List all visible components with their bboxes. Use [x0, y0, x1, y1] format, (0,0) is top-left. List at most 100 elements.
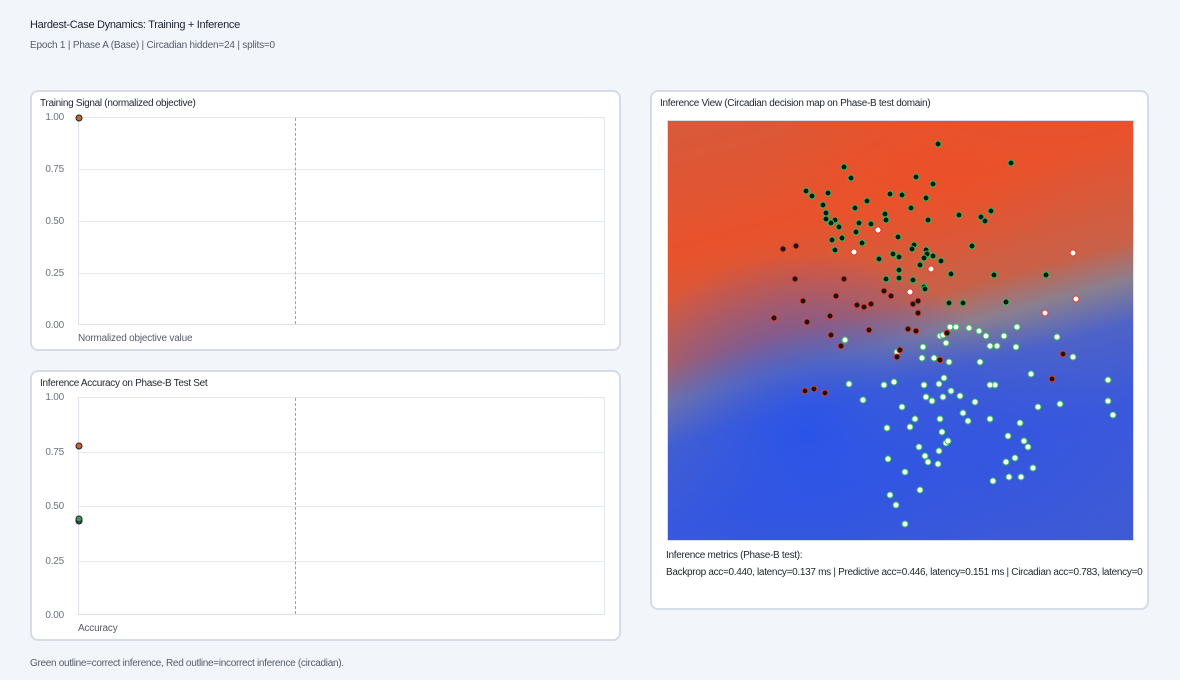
class1-correct-point [1002, 458, 1010, 466]
accuracy-plot-area [75, 397, 605, 615]
class1-correct-point [1000, 332, 1008, 340]
class0-incorrect-point [865, 326, 873, 334]
class0-correct-point [898, 191, 906, 199]
class0-correct-point [863, 197, 871, 205]
class0-correct-point [895, 253, 903, 261]
class0-incorrect-point [810, 385, 818, 393]
class1-correct-point [880, 381, 888, 389]
class0-correct-point [916, 261, 924, 269]
class0-correct-point [819, 201, 827, 209]
class1-correct-point [1027, 370, 1035, 378]
class0-correct-point [981, 217, 989, 225]
training-plot-area [75, 114, 605, 325]
class0-correct-point [867, 220, 875, 228]
class1-correct-point [965, 324, 973, 332]
ytick: 0.00 [45, 320, 64, 331]
class0-correct-point [937, 257, 945, 265]
class1-correct-point [964, 417, 972, 425]
class1-correct-point [976, 358, 984, 366]
class1-correct-point [1104, 376, 1112, 384]
class1-incorrect-point [1072, 295, 1080, 303]
class1-correct-point [1109, 411, 1117, 419]
circadian-objective-point [75, 114, 83, 122]
class1-correct-point [901, 520, 909, 528]
class1-correct-point [1053, 333, 1061, 341]
class1-correct-point [883, 424, 891, 432]
class0-correct-point [990, 271, 998, 279]
class0-correct-point [968, 242, 976, 250]
class1-correct-point [901, 468, 909, 476]
class0-correct-point [1042, 271, 1050, 279]
class0-correct-point [955, 211, 963, 219]
class0-correct-point [895, 274, 903, 282]
class0-correct-point [838, 234, 846, 242]
legend-note: Green outline=correct inference, Red out… [30, 658, 344, 669]
class0-incorrect-point [936, 356, 944, 364]
class1-correct-point [919, 343, 927, 351]
class0-correct-point [824, 189, 832, 197]
class0-incorrect-point [792, 242, 800, 250]
ytick: 0.50 [45, 501, 64, 512]
class0-correct-point [835, 223, 843, 231]
class1-correct-point [1005, 473, 1013, 481]
class0-incorrect-point [821, 389, 829, 397]
class0-incorrect-point [791, 275, 799, 283]
gridline [79, 506, 604, 507]
class0-correct-point [828, 236, 836, 244]
class1-correct-point [841, 336, 849, 344]
class0-correct-point [947, 270, 955, 278]
class1-correct-point [915, 443, 923, 451]
class0-incorrect-point [914, 309, 922, 317]
class1-correct-point [935, 447, 943, 455]
class0-incorrect-point [826, 312, 834, 320]
class1-correct-point [918, 354, 926, 362]
class0-correct-point [875, 255, 883, 263]
class1-correct-point [989, 477, 997, 485]
ytick: 0.50 [45, 216, 64, 227]
class1-correct-point [1104, 397, 1112, 405]
class1-correct-point [1024, 443, 1032, 451]
class0-correct-point [852, 228, 860, 236]
class0-correct-point [858, 239, 866, 247]
ytick: 0.75 [45, 447, 64, 458]
class0-correct-point [831, 246, 839, 254]
class0-correct-point [827, 219, 835, 227]
class0-incorrect-point [803, 318, 811, 326]
class0-correct-point [934, 140, 942, 148]
class1-correct-point [959, 409, 967, 417]
class1-correct-point [952, 323, 960, 331]
class1-correct-point [956, 392, 964, 400]
class1-correct-point [975, 327, 983, 335]
class1-correct-point [845, 380, 853, 388]
gridline [79, 561, 604, 562]
class1-correct-point [1013, 323, 1021, 331]
predictive-accuracy-point [75, 515, 83, 523]
class0-correct-point [882, 216, 890, 224]
inference-panel-title: Inference View (Circadian decision map o… [660, 98, 931, 109]
circadian-accuracy-point [75, 442, 83, 450]
gridline [79, 273, 604, 274]
class0-incorrect-point [799, 297, 807, 305]
class1-correct-point [1069, 353, 1077, 361]
class0-incorrect-point [770, 314, 778, 322]
class0-incorrect-point [801, 387, 809, 395]
class0-incorrect-point [880, 287, 888, 295]
class1-correct-point [920, 381, 928, 389]
class1-correct-point [1034, 403, 1042, 411]
class1-incorrect-point [1069, 249, 1077, 257]
class1-correct-point [986, 381, 994, 389]
class1-correct-point [982, 332, 990, 340]
decision-map [667, 120, 1134, 541]
metrics-line: Backprop acc=0.440, latency=0.137 ms | P… [666, 567, 1143, 578]
class0-incorrect-point [860, 303, 868, 311]
class0-correct-point [808, 192, 816, 200]
ytick: 0.25 [45, 268, 64, 279]
class0-correct-point [840, 163, 848, 171]
class1-correct-point [1012, 343, 1020, 351]
class0-incorrect-point [912, 327, 920, 335]
class0-correct-point [921, 285, 929, 293]
class1-correct-point [945, 358, 953, 366]
class1-incorrect-point [874, 226, 882, 234]
ytick: 1.00 [45, 392, 64, 403]
class0-incorrect-point [853, 301, 861, 309]
